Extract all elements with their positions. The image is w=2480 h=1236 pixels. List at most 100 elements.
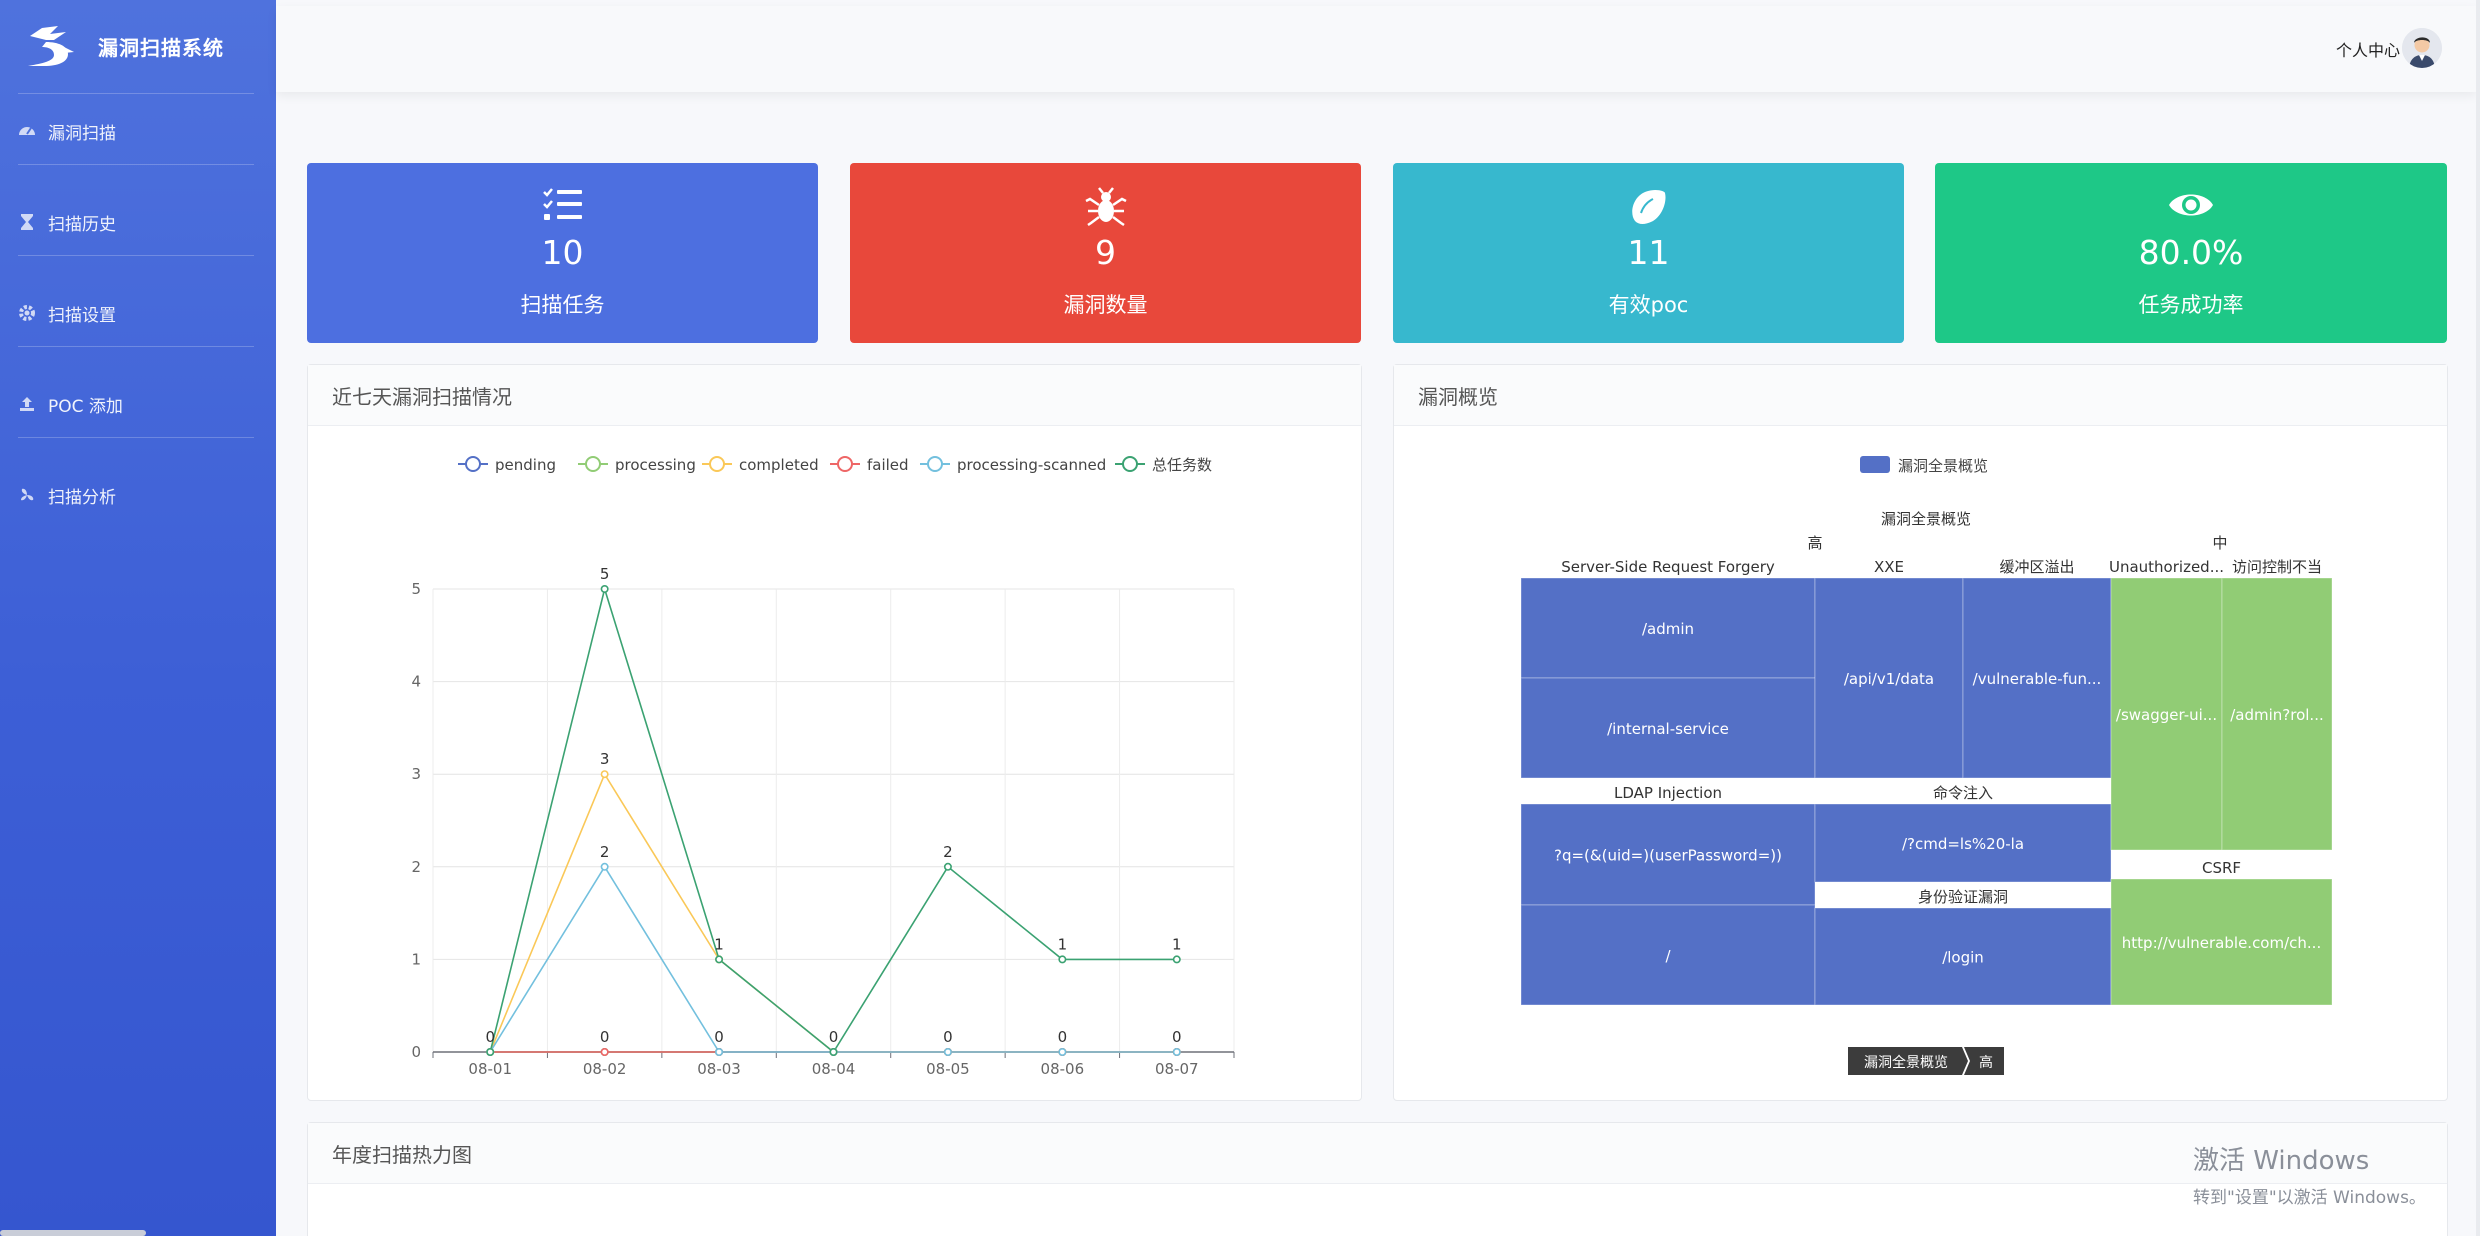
- data-label: 1: [1058, 935, 1068, 953]
- legend-label: failed: [867, 456, 909, 474]
- data-point-总任务数[interactable]: [943, 862, 952, 871]
- data-label: 2: [600, 843, 610, 861]
- brand[interactable]: 漏洞扫描系统: [24, 22, 224, 70]
- x-tick-label: 08-05: [926, 1060, 970, 1078]
- data-point-processing-scanned[interactable]: [1058, 1047, 1067, 1056]
- sidebar-item-scan-history[interactable]: 扫描历史: [0, 202, 276, 242]
- line-chart[interactable]: pending processing completed failed processi…: [308, 427, 1361, 1101]
- sidebar-item-label: POC 添加: [48, 396, 123, 417]
- treemap-leaf-label: /admin: [1642, 620, 1694, 638]
- sidebar-divider: [18, 93, 254, 94]
- stat-card-vuln-count[interactable]: 9 漏洞数量: [850, 163, 1361, 343]
- treemap-leaf-label: http://vulnerable.com/ch...: [2122, 934, 2321, 952]
- legend-marker: [927, 456, 943, 472]
- treemap-leaf[interactable]: [1520, 577, 1816, 679]
- treemap-leaf-label: /: [1665, 947, 1671, 965]
- sidebar-scrollbar[interactable]: [0, 1230, 146, 1236]
- page-scrollbar-track[interactable]: [2476, 0, 2480, 1236]
- stat-card-valid-poc[interactable]: 11 有效poc: [1393, 163, 1904, 343]
- data-point-processing-scanned[interactable]: [943, 1047, 952, 1056]
- legend-marker: [465, 456, 481, 472]
- legend-label: 漏洞全景概览: [1898, 457, 1988, 475]
- panel-title: 漏洞概览: [1394, 365, 2447, 426]
- y-tick-label: 5: [411, 580, 421, 598]
- stat-value: 11: [1627, 233, 1670, 272]
- y-tick-label: 1: [411, 950, 421, 968]
- legend-label: 总任务数: [1152, 456, 1212, 474]
- legend-item-pending[interactable]: pending: [458, 456, 556, 474]
- data-point-总任务数[interactable]: [1058, 955, 1067, 964]
- sidebar-divider: [18, 255, 254, 256]
- sidebar-item-label: 扫描分析: [48, 487, 116, 508]
- data-point-failed[interactable]: [600, 1047, 609, 1056]
- y-tick-label: 2: [411, 858, 421, 876]
- treemap-leaf[interactable]: [2221, 577, 2333, 851]
- legend-label: pending: [495, 456, 556, 474]
- data-point-总任务数[interactable]: [715, 955, 724, 964]
- data-point-processing-scanned[interactable]: [715, 1047, 724, 1056]
- treemap-category-label: 命令注入: [1933, 784, 1993, 802]
- sidebar-divider: [18, 164, 254, 165]
- sidebar-divider: [18, 437, 254, 438]
- treemap-leaf[interactable]: [1814, 803, 2112, 883]
- data-label: 0: [829, 1028, 839, 1046]
- task-list-icon: [542, 188, 582, 220]
- watermark-line1: 激活 Windows: [2193, 1146, 2370, 1176]
- data-point-processing-scanned[interactable]: [600, 862, 609, 871]
- legend-item-总任务数[interactable]: 总任务数: [1115, 456, 1212, 474]
- logo-icon: [28, 26, 74, 66]
- sidebar-item-scan-analysis[interactable]: 扫描分析: [0, 475, 276, 515]
- user-center-link[interactable]: 个人中心: [2335, 41, 2400, 60]
- data-point-总任务数[interactable]: [486, 1047, 495, 1056]
- stat-card-success-rate[interactable]: 80.0% 任务成功率: [1935, 163, 2447, 343]
- y-tick-label: 3: [411, 765, 421, 783]
- data-point-总任务数[interactable]: [829, 1047, 838, 1056]
- topbar: 个人中心: [276, 6, 2476, 92]
- data-point-processing-scanned[interactable]: [1172, 1047, 1181, 1056]
- data-point-总任务数[interactable]: [1172, 955, 1181, 964]
- panel-title: 近七天漏洞扫描情况: [308, 365, 1361, 426]
- treemap-category-label: XXE: [1874, 558, 1904, 576]
- treemap-leaf[interactable]: [1520, 904, 1816, 1006]
- sidebar-item-vuln-scan[interactable]: 漏洞扫描: [0, 111, 276, 151]
- treemap-legend[interactable]: 漏洞全景概览: [1860, 456, 1988, 475]
- stat-value: 10: [541, 233, 584, 272]
- stat-card-scan-tasks[interactable]: 10 扫描任务: [307, 163, 818, 343]
- legend-item-processing[interactable]: processing: [578, 456, 696, 474]
- legend-item-processing-scanned[interactable]: processing-scanned: [920, 456, 1106, 474]
- treemap-leaf[interactable]: [1814, 577, 1964, 779]
- avatar[interactable]: [2402, 28, 2442, 68]
- sidebar: 漏洞扫描系统 漏洞扫描 扫描历史 扫描设置 POC 添加 扫描分析: [0, 0, 276, 1236]
- breadcrumb-label: 漏洞全景概览: [1864, 1054, 1948, 1071]
- gear-icon: [18, 304, 36, 322]
- treemap-leaf-label: /internal-service: [1607, 720, 1729, 738]
- data-point-completed[interactable]: [600, 770, 609, 779]
- sidebar-item-poc-add[interactable]: POC 添加: [0, 384, 276, 424]
- x-tick-label: 08-04: [812, 1060, 856, 1078]
- sidebar-item-scan-settings[interactable]: 扫描设置: [0, 293, 276, 333]
- stat-value: 80.0%: [2138, 233, 2244, 272]
- treemap-leaf[interactable]: [2110, 878, 2333, 1006]
- treemap-leaf[interactable]: [1520, 803, 1816, 906]
- data-label: 0: [714, 1028, 724, 1046]
- series-line-总任务数: [489, 586, 1177, 1054]
- stat-label: 任务成功率: [2138, 293, 2244, 317]
- treemap-leaf-label: /vulnerable-fun...: [1973, 670, 2102, 688]
- x-tick-label: 08-07: [1155, 1060, 1199, 1078]
- treemap-leaf[interactable]: [2110, 577, 2223, 851]
- series-line-completed: [489, 772, 1177, 1053]
- sidebar-item-label: 漏洞扫描: [48, 123, 116, 144]
- legend-label: processing: [615, 456, 696, 474]
- treemap-category-label: 身份验证漏洞: [1918, 888, 2008, 906]
- breadcrumb-item: [1848, 1047, 1968, 1075]
- treemap-breadcrumb[interactable]: 漏洞全景概览 高: [1848, 1047, 2004, 1075]
- treemap-leaf-label: /admin?rol...: [2230, 706, 2324, 724]
- legend-item-failed[interactable]: failed: [830, 456, 909, 474]
- legend-item-completed[interactable]: completed: [702, 456, 819, 474]
- data-label: 0: [600, 1028, 610, 1046]
- treemap-leaf[interactable]: [1520, 677, 1816, 779]
- data-point-总任务数[interactable]: [600, 585, 609, 594]
- stat-label: 有效poc: [1608, 293, 1689, 317]
- treemap-leaf[interactable]: [1962, 577, 2112, 779]
